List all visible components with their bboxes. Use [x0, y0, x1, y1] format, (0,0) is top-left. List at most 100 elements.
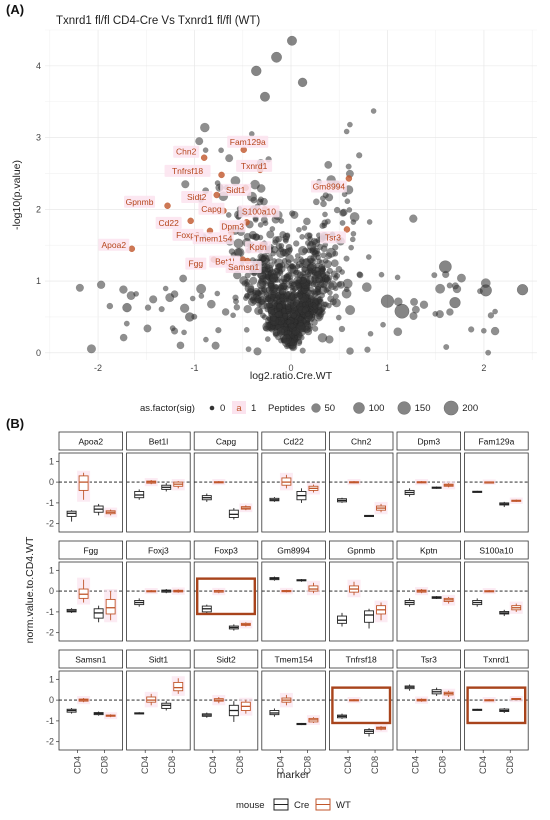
- facet-panel: [396, 670, 461, 751]
- facet-strip: [126, 649, 191, 669]
- volcano-point: [158, 306, 165, 313]
- legend-size-keys: 50 100 150 200: [311, 400, 478, 416]
- volcano-point: [249, 276, 258, 285]
- volcano-x-axis-label: log2.ratio.Cre.WT: [250, 370, 333, 382]
- volcano-point: [350, 230, 357, 237]
- x-tick-label: 2: [481, 363, 486, 373]
- x-tick-label: -1: [191, 363, 199, 373]
- facet-strip: [58, 649, 123, 669]
- volcano-point: [264, 336, 271, 342]
- facet-tmem154: Tmem154 CD4 CD8: [261, 649, 326, 774]
- sig-point: [200, 154, 208, 161]
- volcano-point: [270, 315, 277, 322]
- volcano-point: [274, 267, 280, 274]
- volcano-point: [492, 308, 498, 315]
- volcano-point: [322, 192, 329, 199]
- volcano-tick-labels: -2 -1 0 1 2 0 1 2 3 4: [36, 61, 486, 373]
- volcano-point: [181, 180, 190, 189]
- facet-strip: [193, 431, 259, 451]
- gene-label-bg: [219, 220, 246, 233]
- gene-label-bg: [185, 257, 207, 270]
- volcano-point: [221, 308, 230, 316]
- legend-size-label: 150: [415, 403, 431, 414]
- volcano-point: [346, 207, 353, 213]
- volcano-point: [251, 298, 257, 305]
- volcano-point: [207, 299, 216, 309]
- volcano-point: [261, 287, 268, 293]
- volcano-point: [253, 233, 261, 241]
- facet-strip-label: Foxj3: [148, 546, 169, 556]
- volcano-point: [200, 122, 210, 133]
- volcano-point: [343, 128, 350, 135]
- highlight-frame: [195, 577, 256, 616]
- gene-label: Gm8994: [313, 182, 346, 192]
- facet-strip: [328, 540, 394, 560]
- legend-size-key: [443, 400, 459, 416]
- volcano-point: [202, 147, 209, 153]
- y-tick-label: -1: [46, 607, 54, 617]
- gene-label-bg: [319, 231, 346, 244]
- volcano-point: [348, 244, 354, 251]
- volcano-point: [144, 304, 152, 311]
- volcano-point: [321, 301, 328, 308]
- volcano-point: [287, 246, 294, 253]
- volcano-point: [314, 270, 322, 278]
- boxplot-grid: Apoa2 -2 -1 0 1 Bet1l Capg Cd22 Chn2 Dpm3 Fam129a F…: [46, 431, 529, 774]
- x-tick-label: CD4: [73, 756, 83, 774]
- volcano-point: [327, 280, 338, 290]
- volcano-point: [320, 245, 328, 253]
- highlight-frame: [331, 686, 392, 725]
- facet-strip: [328, 649, 394, 669]
- gene-label: Capg: [201, 204, 222, 214]
- volcano-point: [347, 121, 353, 128]
- volcano-point: [143, 324, 152, 333]
- volcano-point: [344, 198, 351, 205]
- volcano-point: [262, 325, 269, 332]
- volcano-point: [106, 302, 114, 310]
- boxplot-y-axis-label: norm.value.to.CD4.WT: [24, 536, 36, 643]
- gene-label: Gpnmb: [126, 197, 154, 207]
- gene-label-bg: [124, 195, 156, 208]
- facet-strip-label: Fam129a: [478, 437, 514, 447]
- facet-gpnmb: Gpnmb: [328, 540, 394, 642]
- volcano-point: [119, 333, 128, 342]
- volcano-point: [367, 330, 374, 337]
- volcano-point: [225, 154, 234, 163]
- volcano-point: [276, 327, 285, 336]
- facet-strip-label: Capg: [216, 437, 237, 447]
- facet-kptn: Kptn: [396, 540, 461, 642]
- sig-point: [187, 217, 194, 225]
- facet-strip: [261, 431, 326, 451]
- volcano-point: [280, 275, 288, 282]
- volcano-point-large: [449, 297, 461, 309]
- volcano-point: [410, 297, 418, 306]
- volcano-point: [457, 273, 466, 283]
- volcano-point: [332, 244, 339, 251]
- volcano-point: [285, 254, 294, 263]
- y-tick-label: 0: [49, 586, 54, 596]
- volcano-point: [356, 271, 364, 279]
- x-tick-label: CD4: [275, 756, 285, 774]
- volcano-point: [299, 234, 305, 240]
- facet-apoa2: Apoa2 -2 -1 0 1: [46, 431, 123, 533]
- volcano-point: [312, 303, 319, 310]
- facet-foxp3: Foxp3: [193, 540, 259, 642]
- gene-label: Tsr3: [325, 232, 341, 242]
- volcano-point: [339, 220, 346, 226]
- facet-strip-label: Tmem154: [274, 655, 313, 665]
- volcano-point: [307, 232, 313, 239]
- volcano-point: [165, 293, 175, 303]
- volcano-point: [320, 200, 327, 208]
- gene-label-bg: [173, 145, 200, 158]
- volcano-point: [119, 285, 128, 294]
- volcano-point: [298, 256, 304, 262]
- y-tick-label: -2: [46, 519, 54, 529]
- gene-label-bg: [192, 232, 234, 245]
- volcano-point: [228, 248, 236, 255]
- volcano-point: [333, 206, 341, 214]
- volcano-point: [196, 283, 207, 294]
- volcano-point: [346, 347, 354, 355]
- volcano-point: [349, 236, 356, 243]
- volcano-point: [324, 160, 333, 169]
- volcano-point: [364, 346, 371, 353]
